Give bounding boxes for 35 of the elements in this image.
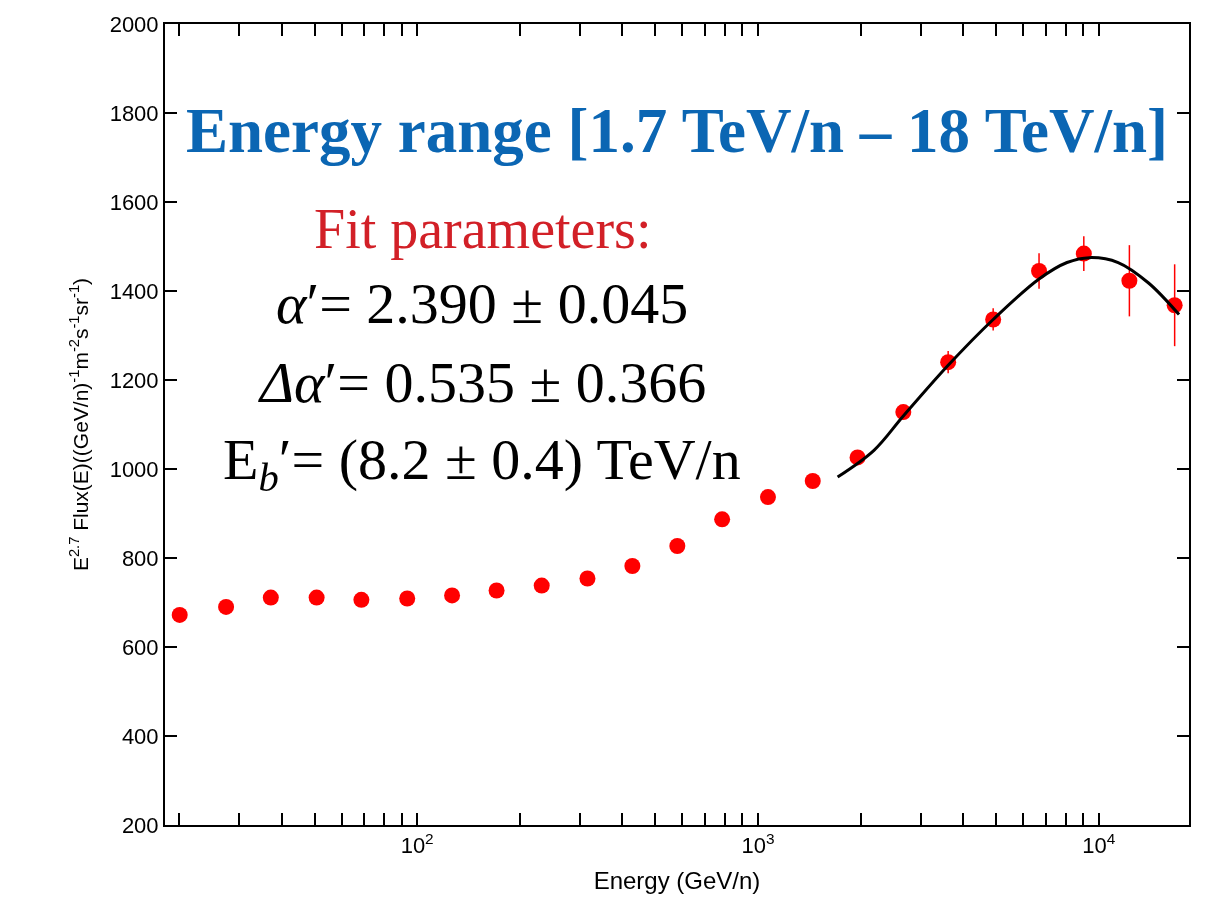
annotation: α′= 2.390 ± 0.045 <box>276 271 689 336</box>
x-tick-label: 10$^{3}$ <box>741 830 775 859</box>
x-tick-label: 10$^{2}$ <box>400 830 434 859</box>
annotation: Δα′= 0.535 ± 0.366 <box>258 350 707 415</box>
y-tick-label: 200 <box>121 812 159 838</box>
y-tick-label: 400 <box>121 723 159 749</box>
y-tick-label: 1000 <box>109 456 159 482</box>
point <box>488 582 505 599</box>
point <box>1121 272 1138 289</box>
point <box>714 511 731 528</box>
x-tick-label: 10$^{4}$ <box>1082 830 1116 859</box>
y-tick-label: 1800 <box>109 100 159 126</box>
annotation: E$_{b}$′= (8.2 ± 0.4) TeV/n <box>223 427 741 501</box>
point <box>579 570 596 587</box>
y-tick-label: 2000 <box>109 11 159 37</box>
point <box>759 489 776 506</box>
x-axis-title: Energy (GeV/n) <box>593 867 761 895</box>
point <box>533 577 550 594</box>
y-tick-label: 1200 <box>109 367 159 393</box>
point <box>353 591 370 608</box>
point <box>171 606 188 623</box>
point <box>262 589 279 606</box>
point <box>308 589 325 606</box>
point <box>399 590 416 607</box>
point <box>444 587 461 604</box>
y-tick-label: 1600 <box>109 189 159 215</box>
y-tick-label: 600 <box>121 634 159 660</box>
text: Energy range [1.7 TeV/n – 18 TeV/n] <box>186 95 1168 166</box>
point <box>624 558 641 574</box>
point <box>218 598 235 615</box>
point <box>669 537 686 554</box>
annotation: Fit parameters: <box>314 198 652 260</box>
y-tick-label: 1400 <box>109 278 159 304</box>
y-tick-label: 800 <box>121 545 159 571</box>
point <box>804 473 821 490</box>
